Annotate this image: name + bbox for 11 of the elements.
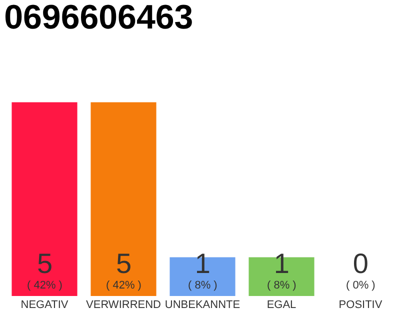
data-label: 1 ( 8% ) xyxy=(267,248,296,292)
x-tick-label: POSITIV xyxy=(338,299,383,311)
x-tick-label: EGAL xyxy=(266,299,296,311)
data-label: 5 ( 42% ) xyxy=(106,248,142,292)
chart-title: 0696606463 xyxy=(4,0,194,37)
data-label: 5 ( 42% ) xyxy=(27,248,62,292)
x-tick-label: NEGATIV xyxy=(20,299,69,311)
x-tick-label: VERWIRREND xyxy=(86,299,162,311)
data-label: 0 ( 0% ) xyxy=(346,248,376,292)
data-label: 1 ( 8% ) xyxy=(188,248,218,292)
x-tick-label: UNBEKANNTE xyxy=(164,299,240,311)
